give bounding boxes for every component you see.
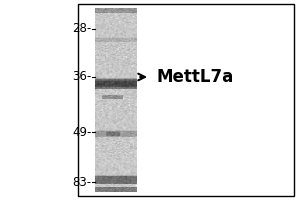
FancyBboxPatch shape bbox=[78, 4, 294, 196]
FancyBboxPatch shape bbox=[94, 8, 136, 192]
Text: MettL7a: MettL7a bbox=[156, 68, 233, 86]
Text: 36-: 36- bbox=[72, 71, 92, 84]
Text: 83-: 83- bbox=[72, 176, 92, 188]
Text: 49-: 49- bbox=[72, 126, 92, 138]
Text: 28-: 28- bbox=[72, 22, 92, 36]
